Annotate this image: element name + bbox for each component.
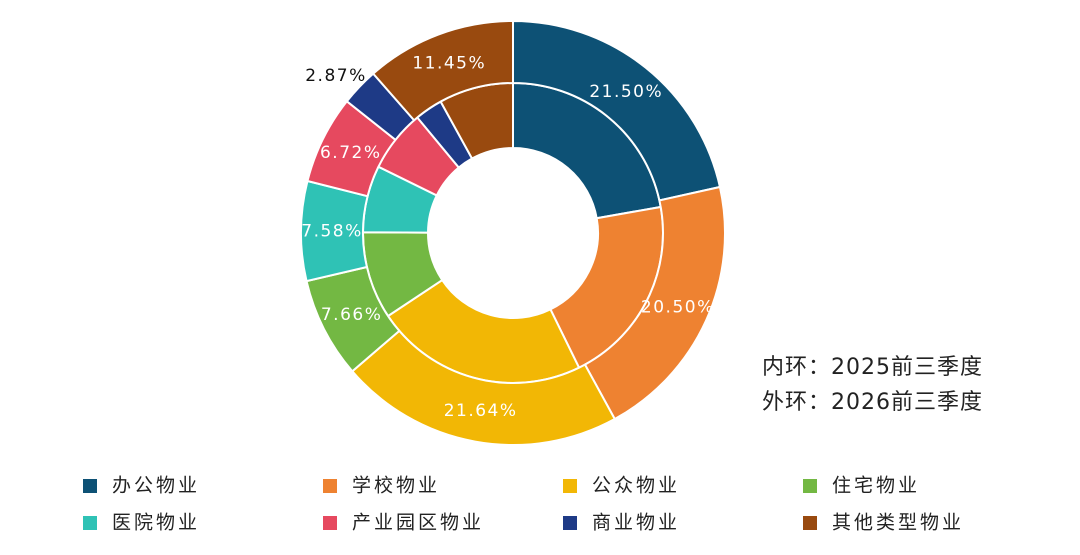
legend-label: 公众物业 bbox=[592, 475, 680, 497]
data-label: 21.64% bbox=[444, 401, 518, 421]
legend-swatch bbox=[83, 479, 97, 493]
data-label: 11.45% bbox=[412, 54, 486, 74]
legend-label: 商业物业 bbox=[592, 512, 680, 534]
legend-swatch bbox=[83, 516, 97, 530]
legend-label: 医院物业 bbox=[112, 512, 200, 534]
legend-swatch bbox=[803, 516, 817, 530]
legend-label: 学校物业 bbox=[352, 475, 440, 497]
donut-slice bbox=[371, 19, 514, 122]
legend-label: 产业园区物业 bbox=[352, 512, 484, 534]
legend-label: 住宅物业 bbox=[832, 475, 920, 497]
legend-label: 办公物业 bbox=[112, 475, 200, 497]
data-label: 7.58% bbox=[301, 221, 363, 241]
legend-swatch bbox=[563, 516, 577, 530]
legend-swatch bbox=[323, 479, 337, 493]
legend-swatch bbox=[323, 516, 337, 530]
annotation: 内环：2025前三季度 bbox=[762, 355, 983, 380]
legend-swatch bbox=[563, 479, 577, 493]
data-label: 21.50% bbox=[589, 82, 663, 102]
data-label: 20.50% bbox=[641, 298, 715, 318]
legend-swatch bbox=[803, 479, 817, 493]
legend-label: 其他类型物业 bbox=[832, 512, 964, 534]
annotation: 外环：2026前三季度 bbox=[762, 390, 983, 415]
data-label: 7.66% bbox=[321, 305, 383, 325]
data-label: 6.72% bbox=[320, 143, 382, 163]
data-label: 2.87% bbox=[305, 66, 367, 86]
